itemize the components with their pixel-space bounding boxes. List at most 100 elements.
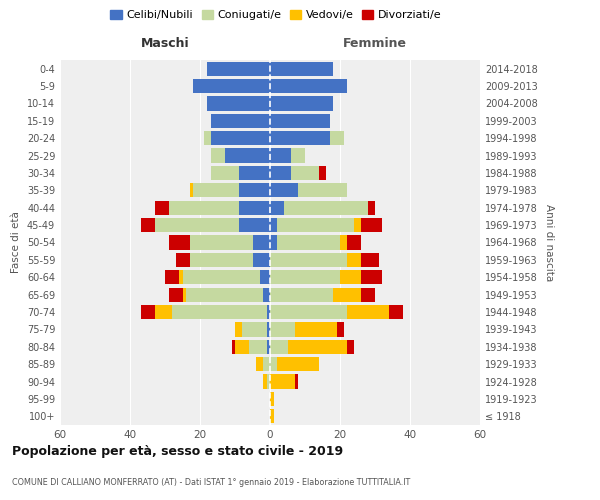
Bar: [190, 253, 253, 267]
Text: Femmine: Femmine: [343, 36, 407, 50]
Bar: [140, 305, 155, 319]
Bar: [266, 322, 270, 336]
Bar: [347, 253, 361, 267]
Bar: [266, 340, 270, 354]
Bar: [235, 340, 249, 354]
Bar: [266, 374, 270, 388]
Bar: [260, 270, 270, 284]
Bar: [368, 200, 375, 215]
Y-axis label: Fasce di età: Fasce di età: [11, 212, 21, 274]
Bar: [239, 166, 270, 180]
Bar: [176, 253, 190, 267]
Bar: [242, 322, 266, 336]
Bar: [389, 305, 403, 319]
Bar: [291, 166, 319, 180]
Bar: [179, 270, 182, 284]
Bar: [270, 392, 274, 406]
Bar: [193, 183, 239, 198]
Bar: [256, 357, 263, 372]
Bar: [270, 322, 295, 336]
Bar: [270, 131, 329, 146]
Bar: [361, 218, 382, 232]
Bar: [249, 340, 266, 354]
Bar: [333, 288, 361, 302]
Bar: [270, 166, 291, 180]
Bar: [155, 218, 239, 232]
Bar: [182, 270, 260, 284]
Bar: [270, 200, 284, 215]
Bar: [347, 340, 354, 354]
Bar: [253, 253, 270, 267]
Bar: [172, 305, 266, 319]
Bar: [270, 270, 340, 284]
Bar: [140, 218, 155, 232]
Bar: [203, 131, 211, 146]
Bar: [361, 253, 379, 267]
Bar: [155, 200, 169, 215]
Bar: [224, 148, 270, 162]
Bar: [287, 340, 347, 354]
Bar: [270, 114, 329, 128]
Bar: [235, 322, 242, 336]
Bar: [270, 79, 347, 93]
Bar: [361, 288, 375, 302]
Bar: [340, 270, 361, 284]
Bar: [270, 148, 291, 162]
Bar: [270, 62, 333, 76]
Bar: [155, 305, 172, 319]
Bar: [277, 218, 354, 232]
Y-axis label: Anni di nascita: Anni di nascita: [544, 204, 554, 281]
Bar: [347, 305, 389, 319]
Bar: [319, 166, 326, 180]
Text: COMUNE DI CALLIANO MONFERRATO (AT) - Dati ISTAT 1° gennaio 2019 - Elaborazione T: COMUNE DI CALLIANO MONFERRATO (AT) - Dat…: [12, 478, 410, 487]
Bar: [239, 218, 270, 232]
Bar: [337, 322, 343, 336]
Bar: [270, 357, 277, 372]
Bar: [253, 236, 270, 250]
Bar: [270, 288, 333, 302]
Bar: [232, 340, 235, 354]
Bar: [211, 148, 224, 162]
Bar: [270, 253, 347, 267]
Bar: [291, 148, 305, 162]
Bar: [169, 236, 190, 250]
Bar: [239, 200, 270, 215]
Bar: [211, 131, 270, 146]
Bar: [277, 357, 319, 372]
Bar: [270, 409, 274, 424]
Bar: [329, 131, 343, 146]
Bar: [263, 374, 266, 388]
Bar: [186, 288, 263, 302]
Bar: [169, 200, 239, 215]
Bar: [190, 183, 193, 198]
Bar: [211, 114, 270, 128]
Bar: [270, 340, 287, 354]
Bar: [270, 236, 277, 250]
Bar: [347, 236, 361, 250]
Bar: [263, 288, 270, 302]
Bar: [211, 166, 239, 180]
Text: Maschi: Maschi: [140, 36, 190, 50]
Bar: [263, 357, 270, 372]
Bar: [193, 79, 270, 93]
Bar: [270, 218, 277, 232]
Bar: [270, 305, 347, 319]
Legend: Celibi/Nubili, Coniugati/e, Vedovi/e, Divorziati/e: Celibi/Nubili, Coniugati/e, Vedovi/e, Di…: [106, 6, 446, 25]
Bar: [284, 200, 368, 215]
Bar: [298, 183, 347, 198]
Bar: [207, 96, 270, 110]
Bar: [361, 270, 382, 284]
Bar: [266, 305, 270, 319]
Bar: [182, 288, 186, 302]
Bar: [239, 183, 270, 198]
Text: Popolazione per età, sesso e stato civile - 2019: Popolazione per età, sesso e stato civil…: [12, 445, 343, 458]
Bar: [354, 218, 361, 232]
Bar: [169, 288, 182, 302]
Bar: [295, 374, 298, 388]
Bar: [340, 236, 347, 250]
Bar: [207, 62, 270, 76]
Bar: [270, 96, 333, 110]
Bar: [277, 236, 340, 250]
Bar: [270, 374, 295, 388]
Bar: [295, 322, 337, 336]
